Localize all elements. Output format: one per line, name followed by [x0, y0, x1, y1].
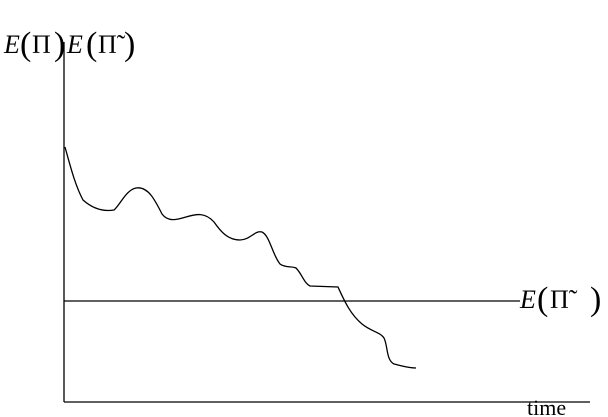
x-axis-label: time [527, 395, 566, 417]
series-curve [64, 146, 417, 369]
y-axis-label-open2: ( [86, 26, 97, 63]
y-axis-label-pi: Π [32, 30, 51, 59]
y-axis-label-pitilde: Π̃ [98, 30, 126, 59]
y-axis-label-e2: E [66, 30, 83, 59]
reference-label-open: ( [537, 281, 548, 318]
y-axis-label-e1: E [3, 30, 20, 59]
y-axis-label-open1: ( [20, 26, 31, 63]
y-axis-label-close2: ) [124, 26, 135, 63]
reference-label-e: E [519, 285, 536, 314]
y-axis-label-close1: ) [54, 26, 65, 63]
reference-label-close: ) [590, 281, 601, 318]
reference-label-pitilde: Π̃ [550, 285, 578, 314]
